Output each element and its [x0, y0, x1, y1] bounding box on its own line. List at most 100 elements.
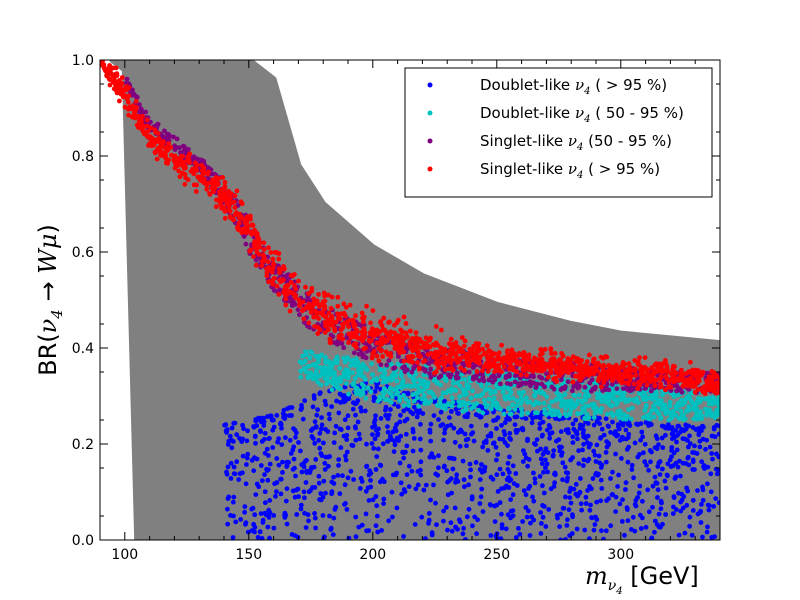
- scatter-point-series-4: [658, 384, 663, 390]
- scatter-point-series-1: [270, 427, 276, 433]
- scatter-point-series-1: [538, 510, 543, 515]
- scatter-point-series-2: [395, 384, 400, 390]
- scatter-point-series-4: [261, 240, 267, 246]
- scatter-point-series-1: [603, 528, 609, 534]
- scatter-point-series-1: [547, 435, 552, 441]
- scatter-point-series-3: [539, 381, 545, 387]
- scatter-point-series-1: [563, 427, 569, 433]
- scatter-point-series-1: [522, 451, 528, 457]
- scatter-point-series-1: [418, 467, 423, 473]
- scatter-point-series-2: [659, 407, 665, 412]
- scatter-point-series-1: [374, 503, 380, 509]
- scatter-point-series-1: [492, 503, 497, 509]
- scatter-point-series-4: [133, 98, 139, 104]
- scatter-point-series-4: [113, 81, 118, 87]
- scatter-point-series-3: [378, 362, 384, 368]
- scatter-point-series-2: [530, 402, 536, 408]
- scatter-point-series-4: [599, 384, 604, 390]
- scatter-point-series-4: [338, 327, 344, 333]
- scatter-point-series-1: [321, 478, 327, 484]
- scatter-point-series-4: [514, 361, 520, 367]
- scatter-point-series-4: [554, 379, 560, 384]
- scatter-point-series-2: [552, 412, 558, 418]
- scatter-point-series-2: [428, 398, 434, 404]
- scatter-point-series-3: [292, 302, 298, 307]
- scatter-point-series-1: [418, 421, 423, 427]
- scatter-point-series-1: [331, 440, 337, 445]
- scatter-point-series-1: [593, 472, 598, 477]
- scatter-point-series-1: [695, 488, 700, 493]
- scatter-point-series-1: [229, 425, 235, 431]
- scatter-point-series-4: [276, 251, 282, 256]
- scatter-point-series-1: [670, 431, 676, 437]
- scatter-point-series-4: [271, 262, 276, 268]
- scatter-point-series-2: [673, 412, 679, 418]
- scatter-point-series-1: [381, 479, 387, 485]
- scatter-point-series-4: [403, 321, 409, 326]
- scatter-point-series-4: [130, 103, 136, 109]
- legend-entry-4: Singlet-like ν4 ( > 95 %): [427, 160, 660, 181]
- scatter-point-series-1: [539, 521, 544, 526]
- scatter-point-series-1: [652, 518, 658, 524]
- scatter-point-series-3: [422, 367, 428, 373]
- scatter-point-series-4: [157, 148, 163, 153]
- scatter-point-series-1: [591, 527, 597, 533]
- scatter-point-series-2: [507, 396, 512, 402]
- scatter-point-series-4: [654, 377, 659, 383]
- scatter-point-series-2: [558, 397, 564, 403]
- scatter-point-series-4: [596, 378, 602, 383]
- scatter-point-series-1: [673, 474, 679, 480]
- scatter-point-series-4: [410, 348, 416, 354]
- scatter-point-series-1: [512, 422, 518, 427]
- scatter-point-series-4: [311, 301, 316, 307]
- scatter-point-series-4: [507, 361, 513, 367]
- scatter-point-series-1: [359, 479, 365, 484]
- scatter-point-series-1: [557, 524, 562, 529]
- scatter-point-series-4: [401, 314, 407, 320]
- scatter-point-series-4: [476, 357, 482, 362]
- scatter-point-series-1: [541, 490, 547, 496]
- scatter-point-series-2: [298, 374, 304, 380]
- scatter-point-series-2: [586, 393, 592, 399]
- scatter-point-series-1: [228, 476, 234, 481]
- scatter-point-series-4: [613, 362, 619, 368]
- scatter-point-series-1: [252, 433, 258, 439]
- scatter-point-series-2: [611, 389, 617, 395]
- scatter-point-series-1: [596, 453, 602, 459]
- scatter-point-series-1: [292, 533, 298, 538]
- scatter-point-series-4: [559, 351, 565, 356]
- scatter-point-series-4: [401, 358, 407, 364]
- scatter-point-series-1: [505, 460, 511, 466]
- scatter-point-series-4: [450, 342, 455, 347]
- scatter-point-series-1: [461, 525, 466, 531]
- scatter-point-series-1: [243, 520, 249, 526]
- scatter-point-series-4: [617, 370, 623, 376]
- scatter-point-series-2: [620, 416, 626, 422]
- scatter-point-series-1: [559, 450, 565, 456]
- scatter-point-series-1: [580, 447, 585, 453]
- scatter-point-series-2: [654, 396, 660, 402]
- scatter-point-series-1: [412, 404, 417, 410]
- scatter-point-series-2: [549, 399, 554, 405]
- scatter-point-series-3: [549, 384, 555, 390]
- scatter-point-series-1: [492, 519, 498, 524]
- scatter-point-series-1: [444, 468, 450, 474]
- scatter-point-series-2: [348, 358, 354, 364]
- legend-label: Singlet-like ν4 ( > 95 %): [480, 160, 660, 181]
- scatter-point-series-1: [468, 423, 474, 429]
- scatter-point-series-1: [355, 419, 361, 425]
- scatter-point-series-1: [665, 473, 670, 479]
- scatter-point-series-4: [359, 310, 365, 316]
- scatter-point-series-2: [671, 394, 677, 399]
- scatter-point-series-1: [279, 425, 284, 431]
- scatter-point-series-1: [254, 423, 260, 429]
- scatter-point-series-4: [175, 156, 180, 162]
- scatter-point-series-1: [581, 457, 587, 463]
- scatter-point-series-4: [160, 153, 165, 159]
- scatter-point-series-2: [548, 407, 554, 413]
- scatter-point-series-4: [631, 381, 637, 387]
- scatter-point-series-1: [409, 468, 415, 474]
- scatter-point-series-4: [222, 208, 228, 214]
- scatter-point-series-2: [457, 394, 463, 399]
- legend-label: Doublet-like ν4 ( > 95 %): [480, 76, 667, 97]
